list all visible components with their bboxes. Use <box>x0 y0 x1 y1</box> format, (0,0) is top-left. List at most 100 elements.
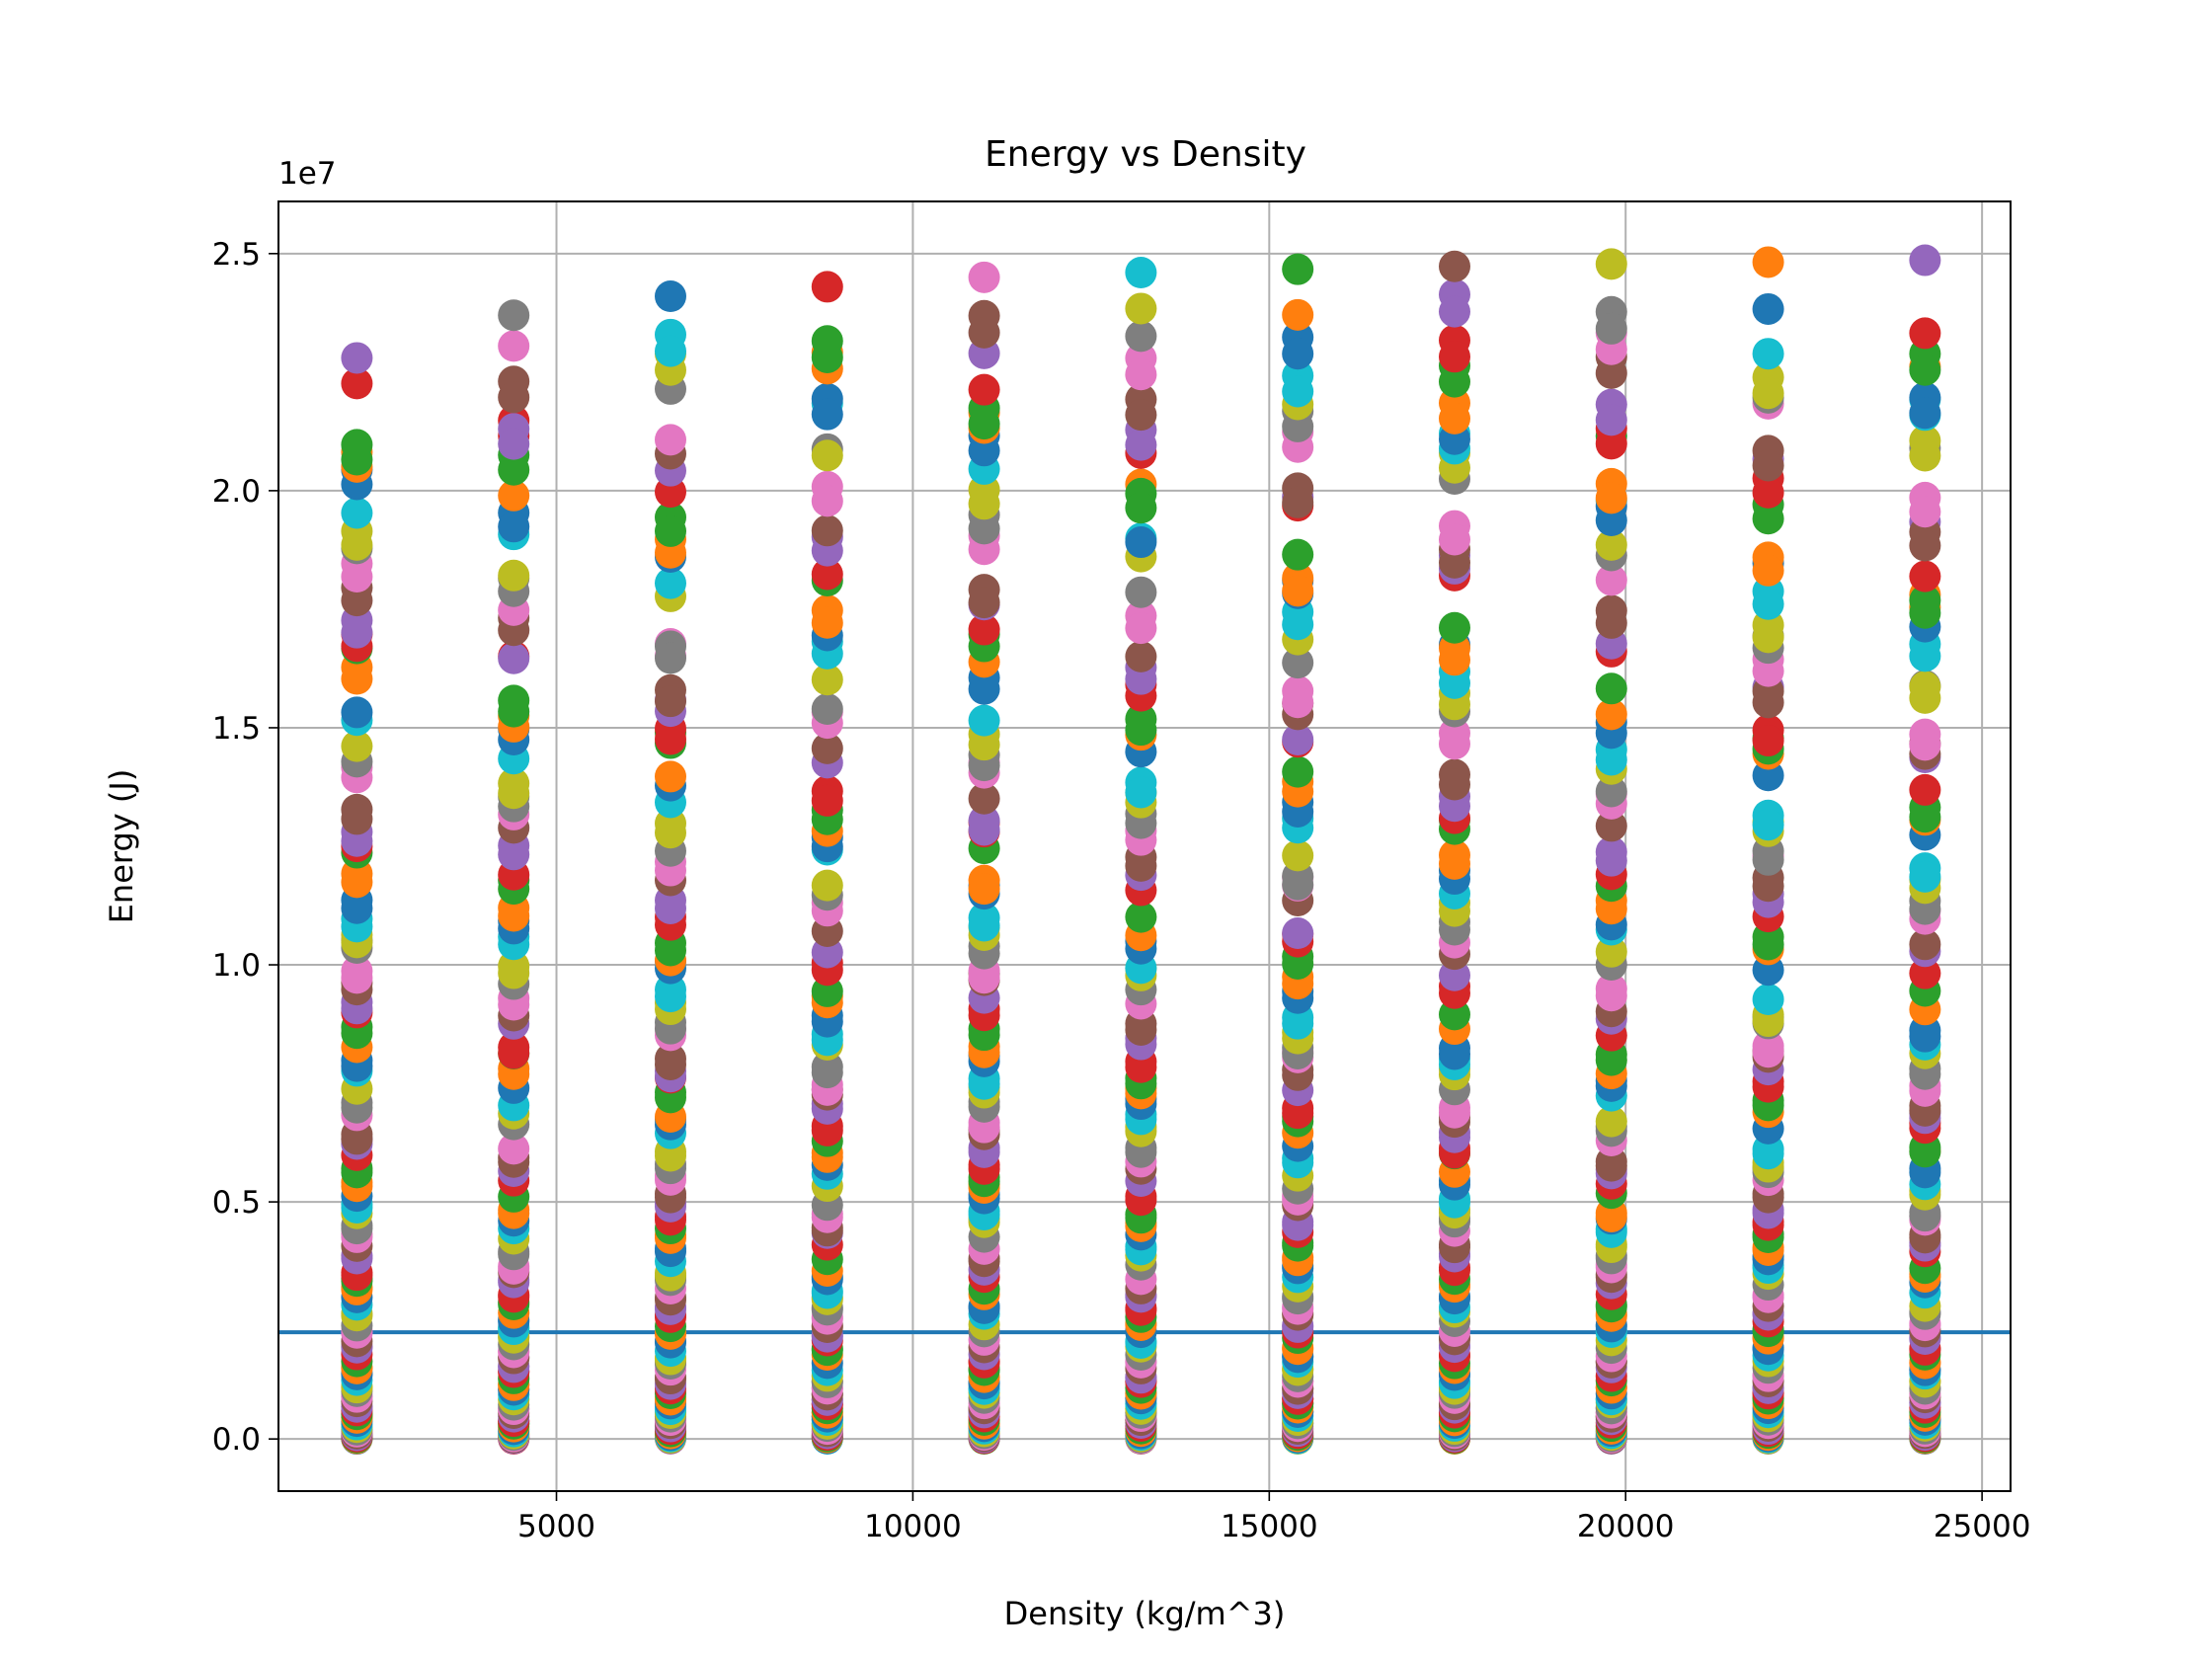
data-point <box>968 909 1000 942</box>
data-point <box>1125 492 1157 524</box>
x-tick-label: 10000 <box>864 1509 962 1544</box>
data-point <box>968 587 1000 619</box>
data-point <box>968 782 1000 815</box>
data-point <box>1909 496 1941 528</box>
data-point <box>1595 775 1627 808</box>
data-point <box>968 488 1000 520</box>
data-point <box>1752 1138 1784 1170</box>
data-point <box>1125 257 1157 289</box>
data-point <box>1125 358 1157 391</box>
data-point <box>341 616 373 649</box>
data-point <box>811 1057 843 1089</box>
data-point <box>1595 893 1627 925</box>
data-point <box>1125 526 1157 559</box>
data-point <box>1752 338 1784 370</box>
data-point <box>498 511 530 543</box>
data-point <box>1752 870 1784 903</box>
data-point <box>1752 292 1784 325</box>
data-point <box>1595 482 1627 514</box>
data-point <box>1282 839 1314 872</box>
data-point <box>1438 667 1470 699</box>
data-point <box>1909 596 1941 629</box>
data-point <box>1282 375 1314 408</box>
data-point <box>498 695 530 728</box>
data-point <box>498 900 530 932</box>
data-point <box>1438 728 1470 760</box>
data-point <box>811 398 843 431</box>
data-point <box>1595 312 1627 345</box>
data-point <box>968 873 1000 906</box>
data-point <box>498 479 530 512</box>
data-point <box>1595 505 1627 537</box>
data-point <box>654 335 686 367</box>
data-point <box>498 299 530 332</box>
data-point <box>654 514 686 547</box>
data-point <box>1909 640 1941 672</box>
data-point <box>654 723 686 755</box>
data-point <box>498 428 530 460</box>
data-point <box>1438 341 1470 373</box>
data-point <box>1595 935 1627 968</box>
data-point <box>811 514 843 547</box>
data-point <box>811 271 843 303</box>
data-point <box>811 693 843 726</box>
data-point <box>1595 356 1627 389</box>
data-point <box>1752 476 1784 509</box>
data-point <box>1282 755 1314 788</box>
data-point <box>968 613 1000 646</box>
data-point <box>341 825 373 857</box>
data-point <box>341 962 373 994</box>
data-point <box>1282 575 1314 607</box>
data-point <box>341 866 373 899</box>
data-point <box>1125 576 1157 608</box>
data-point <box>1909 439 1941 472</box>
data-point <box>1282 917 1314 950</box>
data-point <box>1752 843 1784 876</box>
data-point <box>498 381 530 414</box>
data-point <box>654 424 686 456</box>
data-point <box>811 485 843 517</box>
data-point <box>1282 1097 1314 1130</box>
x-tick-label: 5000 <box>517 1509 595 1544</box>
data-point <box>1282 947 1314 980</box>
data-point <box>968 1067 1000 1100</box>
data-point <box>1909 681 1941 714</box>
data-point <box>654 934 686 967</box>
data-point <box>1752 588 1784 620</box>
data-point <box>498 957 530 989</box>
data-point <box>1282 686 1314 719</box>
data-point <box>498 1133 530 1165</box>
data-point <box>341 892 373 924</box>
data-point <box>1752 984 1784 1016</box>
data-point <box>1909 1020 1941 1053</box>
data-point <box>654 892 686 924</box>
data-point <box>1752 1005 1784 1038</box>
y-axis-offset-label: 1e7 <box>278 156 337 192</box>
data-point <box>654 1048 686 1080</box>
data-point <box>341 561 373 593</box>
data-point <box>1438 365 1470 398</box>
data-point <box>968 513 1000 545</box>
data-point <box>341 803 373 835</box>
chart-title: Energy vs Density <box>985 134 1306 175</box>
data-point <box>1438 523 1470 556</box>
data-point <box>498 559 530 592</box>
data-point <box>341 1123 373 1155</box>
data-point <box>498 642 530 674</box>
data-point <box>1909 560 1941 592</box>
data-point <box>1595 1044 1627 1076</box>
data-point <box>341 497 373 529</box>
data-point <box>1438 644 1470 676</box>
data-point <box>1595 672 1627 705</box>
data-point <box>1282 253 1314 285</box>
scatter-points <box>341 244 1941 1456</box>
data-point <box>968 729 1000 761</box>
data-point <box>1909 529 1941 562</box>
data-point <box>498 1037 530 1069</box>
y-tick-label: 0.0 <box>212 1422 261 1458</box>
data-point <box>1125 612 1157 645</box>
y-tick-label: 1.0 <box>212 948 261 984</box>
data-point <box>968 408 1000 440</box>
data-point <box>341 528 373 561</box>
x-tick-label: 25000 <box>1934 1509 2031 1544</box>
